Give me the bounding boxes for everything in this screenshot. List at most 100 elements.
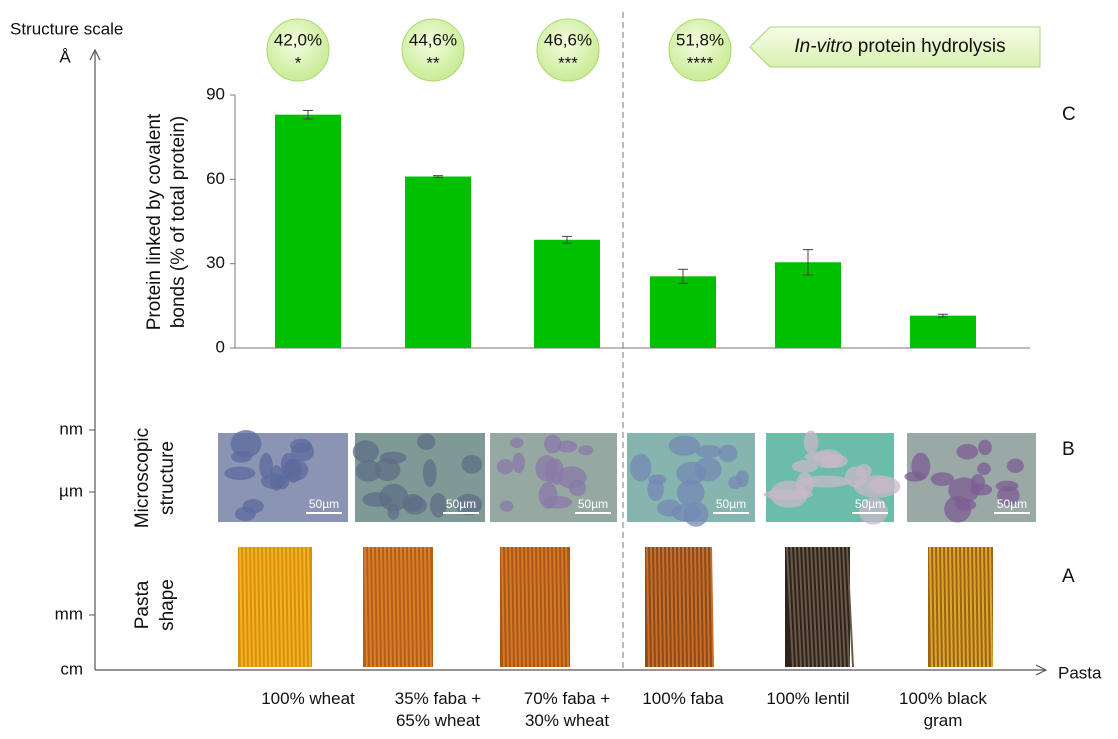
strand [818,546,826,668]
strand [372,546,376,668]
strand [247,546,251,668]
cell [362,492,393,507]
strand [279,546,283,668]
cell [374,457,401,482]
y-tick-label: 30 [206,253,225,272]
axis-arrow [1035,664,1048,676]
strand [259,546,263,668]
strand [654,546,658,668]
pasta-image [238,546,312,668]
pasta-image [785,546,854,668]
cell [956,443,979,460]
scale-unit: nm [59,419,83,438]
pasta-image [928,546,993,668]
error-bar [803,249,813,276]
strand [505,546,509,668]
cell [791,460,818,473]
callout [749,26,1041,68]
strand [830,546,838,668]
strand [533,546,537,668]
cell [868,477,896,494]
cell [995,480,1019,492]
strand [969,546,973,668]
hydrolysis-value: 44,6% [409,30,457,49]
cell [231,450,253,463]
x-axis-label: Pasta [1058,663,1102,682]
strand [674,546,678,668]
strand [376,546,380,668]
row-label: Microscopic [132,428,153,528]
cell [728,476,742,490]
pasta-image [645,546,714,668]
strand [794,546,802,668]
strand [798,546,806,668]
strand [937,546,941,668]
strand [271,546,275,668]
cell [578,445,594,456]
cell [422,459,437,487]
significance: *** [558,53,578,72]
hydrolysis-value: 46,6% [544,30,592,49]
cell [429,492,447,518]
strand [263,546,267,668]
cell [855,464,872,478]
strand [529,546,533,668]
x-tick-label: 70% faba + 30% wheat [523,689,611,730]
cell [683,501,709,527]
strand [404,546,408,668]
cell [630,453,652,482]
strand [961,546,965,668]
scale-bar-label: 50µm [446,497,476,511]
strand [957,546,961,668]
strand [846,546,854,668]
bar [775,262,841,348]
cell [352,440,379,463]
strand [557,546,561,668]
strand [977,546,981,668]
cell [796,472,814,496]
strand [981,546,985,668]
strand [549,546,553,668]
strand [826,546,834,668]
x-tick-label: 100% lentil [766,689,850,708]
strand [412,546,416,668]
panel-letter: C [1062,104,1076,125]
cell [820,453,848,469]
scale-unit: mm [55,604,83,623]
x-tick-label: 35% faba + 65% wheat [394,689,482,730]
strand [364,546,368,668]
cell [948,477,980,504]
strand [501,546,505,668]
cell [803,430,819,454]
bubble [401,18,465,82]
strand [670,546,674,668]
error-bar [303,109,313,120]
bubble [668,18,732,82]
strand [786,546,794,668]
strand [299,546,303,668]
strand [303,546,307,668]
bar [275,114,341,348]
x-tick-label: 100% wheat [261,689,355,708]
strand [565,546,569,668]
strand [834,546,842,668]
bubble [266,18,330,82]
micrograph: 50µm [352,433,485,522]
strand [810,546,818,668]
strand [682,546,686,668]
row-label: shape [157,579,178,631]
strand [678,546,682,668]
strand [790,546,798,668]
strand [553,546,557,668]
strand [662,546,666,668]
strand [698,546,702,668]
cell [230,430,262,458]
strand [368,546,372,668]
strand [509,546,513,668]
strand [388,546,392,668]
strand [706,546,710,668]
strand [949,546,953,668]
strand [989,546,993,668]
cell [557,440,578,453]
strand [424,546,428,668]
